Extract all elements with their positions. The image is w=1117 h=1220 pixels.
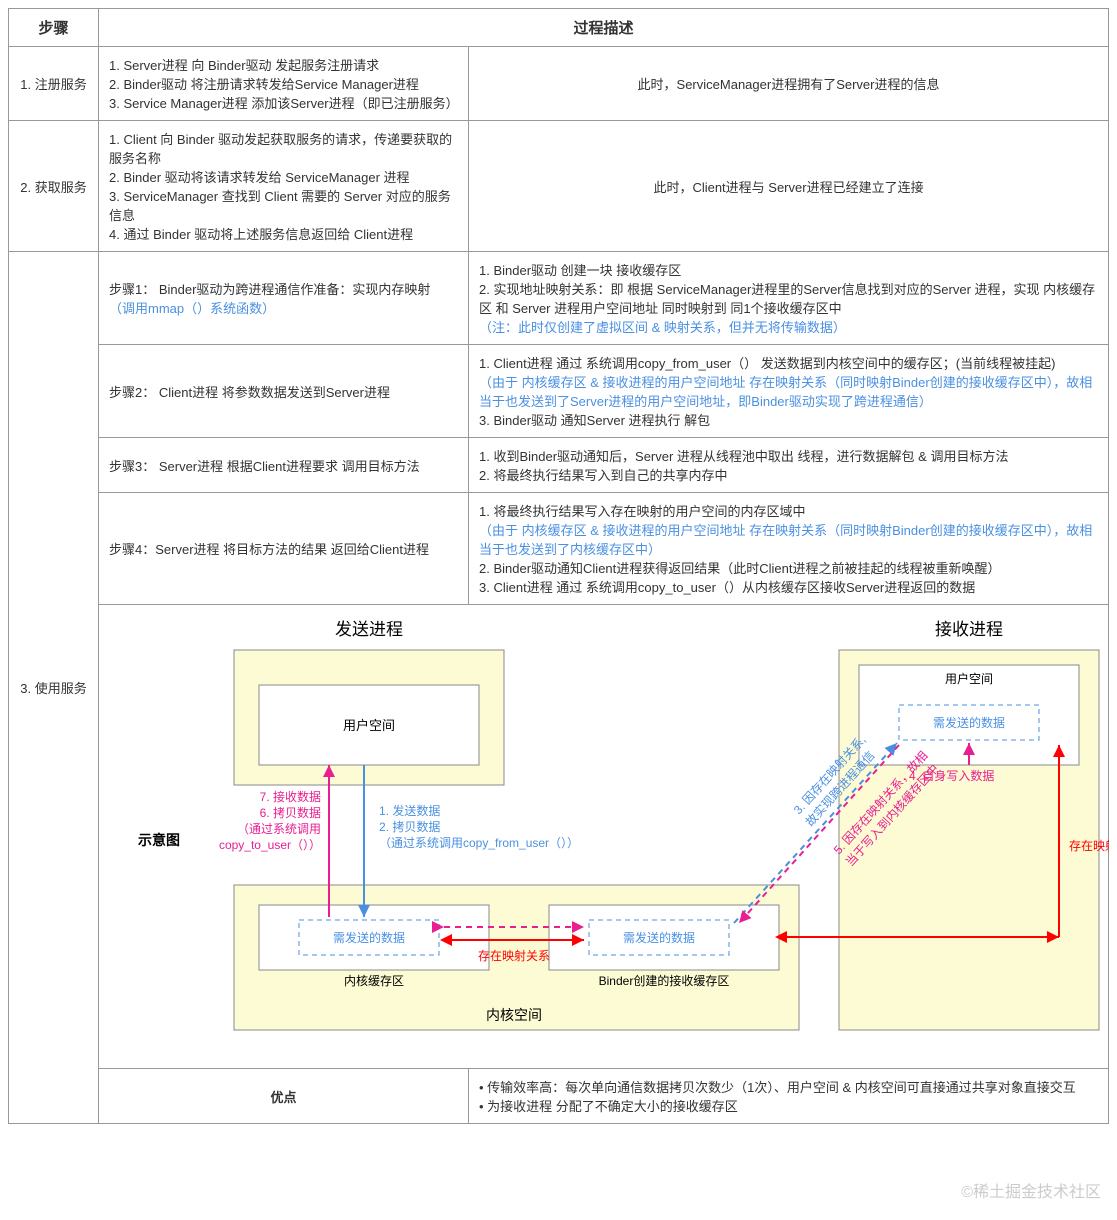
t6b: （通过系统调用 [237, 822, 321, 836]
text-note: （调用mmap（）系统函数） [109, 298, 458, 317]
list-item: 2. Binder 驱动将该请求转发给 ServiceManager 进程 [109, 167, 458, 186]
list-item: 2. Binder驱动 将注册请求转发给Service Manager进程 [109, 74, 458, 93]
kernel-space-label: 内核空间 [486, 1007, 542, 1023]
user-space-label: 用户空间 [343, 718, 395, 733]
step3-right: 1. 收到Binder驱动通知后，Server 进程从线程池中取出 线程，进行数… [469, 438, 1109, 493]
recv-user-label: 用户空间 [945, 671, 993, 686]
text: 3. Client进程 通过 系统调用copy_to_user（）从内核缓存区接… [479, 577, 1098, 596]
t6: 6. 拷贝数据 [260, 805, 321, 820]
text: 2. Binder驱动通知Client进程获得返回结果（此时Client进程之前… [479, 558, 1098, 577]
diagram-title: 示意图 [138, 832, 180, 848]
adv-label: 优点 [99, 1069, 469, 1124]
text: 1. Client进程 通过 系统调用copy_from_user（） 发送数据… [479, 353, 1098, 372]
binder-data-label: 需发送的数据 [623, 930, 695, 945]
row1-right: 此时，ServiceManager进程拥有了Server进程的信息 [469, 47, 1109, 121]
step1-right: 1. Binder驱动 创建一块 接收缓存区 2. 实现地址映射关系：即 根据 … [469, 252, 1109, 345]
kernel-data-label: 需发送的数据 [333, 930, 405, 945]
list-item: 3. ServiceManager 查找到 Client 需要的 Server … [109, 186, 458, 224]
t2b: （通过系统调用copy_from_user（）） [379, 836, 579, 850]
step2-right: 1. Client进程 通过 系统调用copy_from_user（） 发送数据… [469, 345, 1109, 438]
text: 2. 实现地址映射关系：即 根据 ServiceManager进程里的Serve… [479, 279, 1098, 317]
map2-label: 存在映射关系 [1069, 838, 1109, 853]
header-step: 步骤 [9, 9, 99, 47]
header-desc: 过程描述 [99, 9, 1109, 47]
text-note: （由于 内核缓存区 & 接收进程的用户空间地址 存在映射关系（同时映射Binde… [479, 372, 1098, 410]
text: 1. Binder驱动 创建一块 接收缓存区 [479, 260, 1098, 279]
diagram-svg: 示意图 发送进程 用户空间 接收进程 用户空间 需发送的数据 内核空间 内核缓存… [99, 605, 1109, 1065]
text: 2. 将最终执行结果写入到自己的共享内存中 [479, 465, 1098, 484]
t6c: copy_to_user（）） [219, 838, 321, 852]
step4-right: 1. 将最终执行结果写入存在映射的用户空间的内存区域中 （由于 内核缓存区 & … [469, 493, 1109, 605]
step4-left: 步骤4：Server进程 将目标方法的结果 返回给Client进程 [99, 493, 469, 605]
row2-right: 此时，Client进程与 Server进程已经建立了连接 [469, 121, 1109, 252]
map1-label: 存在映射关系 [478, 948, 550, 963]
t1: 1. 发送数据 [379, 803, 440, 818]
list-item: 3. Service Manager进程 添加该Server进程（即已注册服务） [109, 93, 458, 112]
binder-buf-label: Binder创建的接收缓存区 [599, 973, 730, 988]
list-item: 1. Client 向 Binder 驱动发起获取服务的请求，传递要获取的服务名… [109, 129, 458, 167]
list-item: 1. Server进程 向 Binder驱动 发起服务注册请求 [109, 55, 458, 74]
text-note: （注：此时仅创建了虚拟区间 & 映射关系，但并无将传输数据） [479, 317, 1098, 336]
diagram-cell: 示意图 发送进程 用户空间 接收进程 用户空间 需发送的数据 内核空间 内核缓存… [99, 605, 1109, 1069]
text: 1. 收到Binder驱动通知后，Server 进程从线程池中取出 线程，进行数… [479, 446, 1098, 465]
row3-label: 3. 使用服务 [9, 252, 99, 1124]
text: 步骤1： Binder驱动为跨进程通信作准备：实现内存映射 [109, 279, 458, 298]
t7: 7. 接收数据 [260, 789, 321, 804]
recv-proc-title: 接收进程 [935, 620, 1003, 639]
text-note: （由于 内核缓存区 & 接收进程的用户空间地址 存在映射关系（同时映射Binde… [479, 520, 1098, 558]
list-item: • 传输效率高：每次单向通信数据拷贝次数少（1次）、用户空间 & 内核空间可直接… [479, 1077, 1098, 1096]
row2-list: 1. Client 向 Binder 驱动发起获取服务的请求，传递要获取的服务名… [99, 121, 469, 252]
step2-left: 步骤2： Client进程 将参数数据发送到Server进程 [99, 345, 469, 438]
text: 1. 将最终执行结果写入存在映射的用户空间的内存区域中 [479, 501, 1098, 520]
watermark: ©稀土掘金技术社区 [961, 1178, 1101, 1202]
list-item: • 为接收进程 分配了不确定大小的接收缓存区 [479, 1096, 1098, 1115]
t2: 2. 拷贝数据 [379, 819, 440, 834]
row1-list: 1. Server进程 向 Binder驱动 发起服务注册请求 2. Binde… [99, 47, 469, 121]
list-item: 4. 通过 Binder 驱动将上述服务信息返回给 Client进程 [109, 224, 458, 243]
recv-data-label: 需发送的数据 [933, 715, 1005, 730]
row2-label: 2. 获取服务 [9, 121, 99, 252]
send-proc-title: 发送进程 [335, 620, 403, 639]
main-table: 步骤 过程描述 1. 注册服务 1. Server进程 向 Binder驱动 发… [8, 8, 1109, 1124]
text: 3. Binder驱动 通知Server 进程执行 解包 [479, 410, 1098, 429]
kernel-buf-label: 内核缓存区 [344, 974, 404, 988]
step3-left: 步骤3： Server进程 根据Client进程要求 调用目标方法 [99, 438, 469, 493]
step1-left: 步骤1： Binder驱动为跨进程通信作准备：实现内存映射 （调用mmap（）系… [99, 252, 469, 345]
adv-list: • 传输效率高：每次单向通信数据拷贝次数少（1次）、用户空间 & 内核空间可直接… [469, 1069, 1109, 1124]
row1-label: 1. 注册服务 [9, 47, 99, 121]
